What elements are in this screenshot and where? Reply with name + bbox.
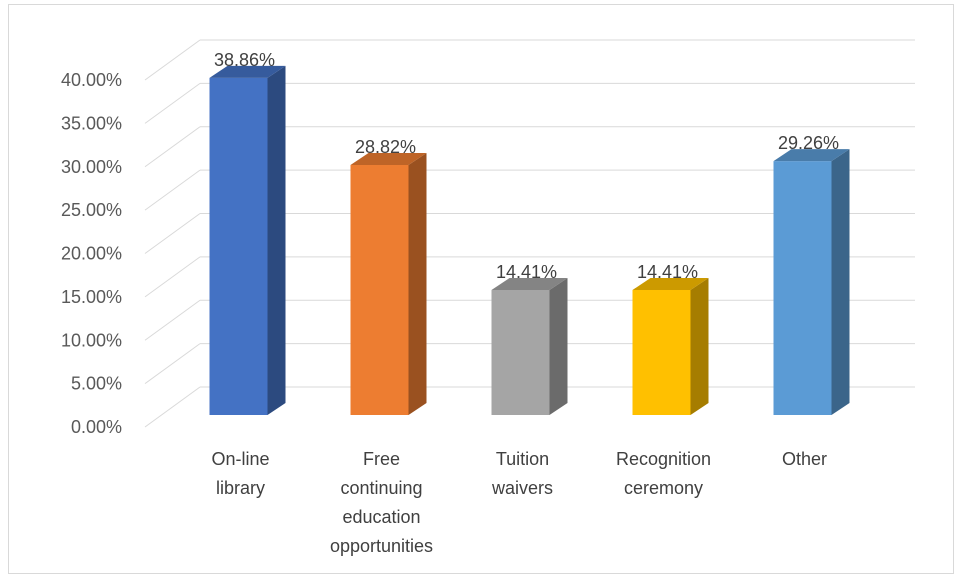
bar-top <box>209 65 286 78</box>
gridline-side <box>144 39 201 81</box>
bar-front <box>632 289 691 415</box>
y-tick-label: 0.00% <box>71 417 122 437</box>
bar <box>632 277 709 415</box>
data-label: 28.82% <box>355 137 416 157</box>
y-tick-label: 20.00% <box>61 244 122 264</box>
bar <box>491 277 568 415</box>
gridline-side <box>144 343 201 385</box>
data-label: 38.86% <box>214 50 275 70</box>
bar-front <box>209 77 268 416</box>
bar-front <box>491 289 550 415</box>
y-tick-label: 35.00% <box>61 113 122 133</box>
y-tick-label: 15.00% <box>61 287 122 307</box>
gridline-side <box>144 169 201 211</box>
data-label: 14.41% <box>496 262 557 282</box>
x-category-label: Free continuing education opportunities <box>330 449 433 556</box>
y-tick-label: 25.00% <box>61 200 122 220</box>
x-category-label: Other <box>782 449 827 469</box>
bar-top <box>632 277 709 290</box>
data-label: 29.26% <box>778 133 839 153</box>
data-label: 14.41% <box>637 262 698 282</box>
gridline-side <box>144 126 201 168</box>
bar-top <box>350 152 427 165</box>
bar-side <box>690 277 709 415</box>
bar <box>350 152 427 415</box>
gridline-side <box>144 386 201 428</box>
bar-side <box>408 152 427 415</box>
bar-side <box>267 65 286 416</box>
x-category-label: Recognition ceremony <box>616 449 711 498</box>
bar-front <box>350 164 409 415</box>
gridline-side <box>144 299 201 341</box>
bar <box>773 149 850 415</box>
gridline-side <box>144 213 201 254</box>
y-tick-label: 10.00% <box>61 330 122 350</box>
bar-top <box>773 149 850 162</box>
bar-top <box>491 277 568 290</box>
bar <box>209 65 286 416</box>
x-category-label: Tuition waivers <box>491 449 553 498</box>
bar-side <box>549 277 568 415</box>
y-tick-label: 5.00% <box>71 374 122 394</box>
gridline-side <box>144 82 201 124</box>
bar-side <box>831 149 850 415</box>
y-tick-label: 30.00% <box>61 157 122 177</box>
x-category-label: On-line library <box>211 449 269 498</box>
gridline-side <box>144 256 201 298</box>
bar-front <box>773 161 832 415</box>
y-tick-label: 40.00% <box>61 70 122 90</box>
